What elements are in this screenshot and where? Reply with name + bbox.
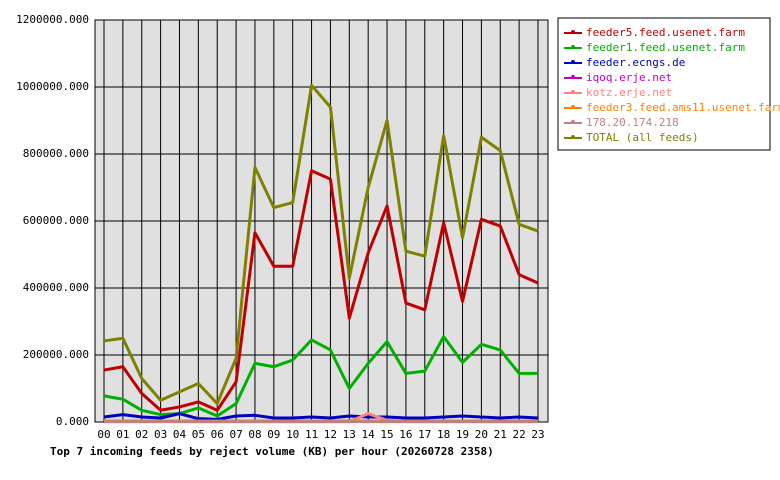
legend-marker [571,135,575,139]
legend-label: feeder3.feed.ams11.usenet.farm [586,101,780,114]
x-tick-label: 19 [456,428,469,441]
y-tick-label: 200000.000 [23,348,89,361]
x-tick-label: 14 [362,428,376,441]
legend-marker [571,60,575,64]
y-tick-label: 800000.000 [23,147,89,160]
legend-label: 178.20.174.218 [586,116,679,129]
series-line [103,83,539,406]
legend-label: feeder1.feed.usenet.farm [586,41,745,54]
legend-marker [571,90,575,94]
legend-marker [571,120,575,124]
legend-marker [571,45,575,49]
y-tick-label: 1000000.000 [16,80,89,93]
x-tick-label: 05 [192,428,205,441]
x-tick-label: 13 [343,428,356,441]
legend-marker [571,30,575,34]
series-line [103,412,539,421]
x-tick-label: 09 [267,428,280,441]
y-tick-label: 600000.000 [23,214,89,227]
x-tick-label: 04 [173,428,187,441]
x-tick-label: 07 [229,428,242,441]
legend-marker [571,105,575,109]
x-tick-label: 22 [513,428,526,441]
legend-label: feeder.ecngs.de [586,56,685,69]
x-tick-label: 11 [305,428,318,441]
x-tick-label: 23 [531,428,544,441]
x-tick-label: 12 [324,428,337,441]
x-tick-label: 16 [399,428,412,441]
chart-title: Top 7 incoming feeds by reject volume (K… [50,445,494,458]
legend-label: TOTAL (all feeds) [586,131,699,144]
legend-label: iqoq.erje.net [586,71,672,84]
legend-label: feeder5.feed.usenet.farm [586,26,745,39]
x-tick-label: 21 [494,428,507,441]
x-tick-label: 08 [248,428,261,441]
legend-label: kotz.erje.net [586,86,672,99]
legend-marker [571,75,575,79]
x-tick-label: 18 [437,428,450,441]
x-tick-label: 17 [418,428,431,441]
x-tick-label: 01 [116,428,129,441]
legend [557,17,771,151]
y-tick-label: 1200000.000 [16,13,89,26]
x-tick-label: 20 [475,428,488,441]
x-tick-label: 02 [135,428,148,441]
x-tick-label: 06 [211,428,224,441]
x-tick-label: 00 [97,428,110,441]
series-line [103,169,539,412]
y-tick-label: 400000.000 [23,281,89,294]
x-tick-label: 03 [154,428,167,441]
x-tick-label: 15 [380,428,393,441]
x-tick-label: 10 [286,428,299,441]
y-tick-label: 0.000 [56,415,89,428]
